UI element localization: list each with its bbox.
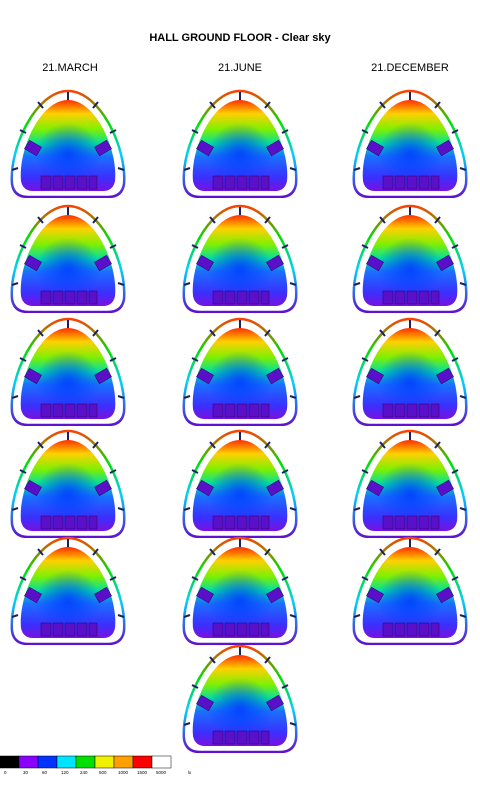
- legend-swatch: [56, 755, 77, 769]
- legend-swatch: [94, 755, 115, 769]
- illuminance-plot: [182, 429, 298, 538]
- illuminance-plot: [182, 89, 298, 198]
- illuminance-plot: [182, 204, 298, 313]
- legend-swatch: [151, 755, 172, 769]
- legend-label: 5000: [156, 770, 167, 775]
- legend-swatch: [0, 755, 20, 769]
- illuminance-plot: [352, 429, 468, 538]
- legend-swatch: [75, 755, 96, 769]
- column-header: 21.DECEMBER: [371, 62, 449, 74]
- plots: [10, 89, 468, 753]
- illuminance-plot: [352, 536, 468, 645]
- column-header: 21.JUNE: [218, 62, 262, 74]
- legend-swatch: [113, 755, 134, 769]
- illuminance-plot: [352, 317, 468, 426]
- illuminance-plot: [10, 89, 126, 198]
- legend-unit: lx: [188, 770, 192, 775]
- legend-swatch: [37, 755, 58, 769]
- illuminance-plot: [10, 536, 126, 645]
- legend-swatch: [18, 755, 39, 769]
- illuminance-plot: [10, 317, 126, 426]
- legend-label: 120: [61, 770, 69, 775]
- illuminance-plot: [10, 429, 126, 538]
- illuminance-plot: [182, 317, 298, 426]
- illuminance-plot: [182, 536, 298, 645]
- illuminance-plot: [182, 644, 298, 753]
- legend-label: 1000: [118, 770, 129, 775]
- legend-label: 240: [80, 770, 88, 775]
- illuminance-plot: [352, 89, 468, 198]
- column-header: 21.MARCH: [42, 62, 98, 74]
- legend-swatch: [132, 755, 153, 769]
- illuminance-plot: [352, 204, 468, 313]
- legend-label: 500: [99, 770, 107, 775]
- illuminance-plot: [10, 204, 126, 313]
- legend: 0 30 60 120 240 500 1000 1500 5000 lx: [0, 755, 192, 775]
- legend-label: 60: [42, 770, 48, 775]
- title: HALL GROUND FLOOR - Clear sky: [149, 32, 331, 44]
- legend-label: 1500: [137, 770, 148, 775]
- legend-label: 0: [4, 770, 7, 775]
- legend-label: 30: [23, 770, 29, 775]
